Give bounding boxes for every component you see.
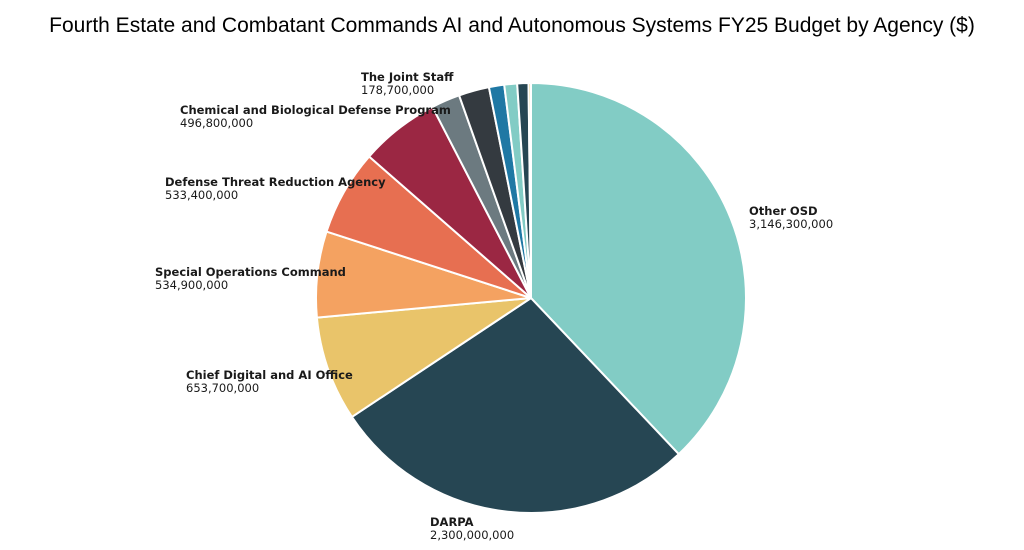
label-dtra-name: Defense Threat Reduction Agency — [165, 175, 386, 189]
label-cdao-value: 653,700,000 — [186, 381, 259, 395]
label-other-osd-value: 3,146,300,000 — [749, 217, 833, 231]
pie-labels: Other OSD 3,146,300,000 DARPA 2,300,000,… — [155, 70, 833, 542]
chart-title: Fourth Estate and Combatant Commands AI … — [49, 14, 975, 37]
pie-slice-other-osd — [530, 82, 747, 456]
pie-slice-chief-digital-and-ai-office — [315, 297, 532, 418]
label-cbdp-name: Chemical and Biological Defense Program — [180, 103, 451, 117]
label-darpa-value: 2,300,000,000 — [430, 528, 514, 542]
label-dtra-value: 533,400,000 — [165, 188, 238, 202]
pie-slices — [315, 81, 747, 514]
label-socom-name: Special Operations Command — [155, 265, 346, 279]
label-cdao-name: Chief Digital and AI Office — [186, 368, 353, 382]
pie-slice-unlabeled-11 — [527, 81, 532, 299]
label-joint-staff-name: The Joint Staff — [361, 70, 454, 84]
label-cbdp-value: 496,800,000 — [180, 116, 253, 130]
pie-slice-darpa — [350, 297, 680, 514]
label-joint-staff-value: 178,700,000 — [361, 83, 434, 97]
label-other-osd-name: Other OSD — [749, 204, 818, 218]
label-socom-value: 534,900,000 — [155, 278, 228, 292]
label-darpa-name: DARPA — [430, 515, 474, 529]
